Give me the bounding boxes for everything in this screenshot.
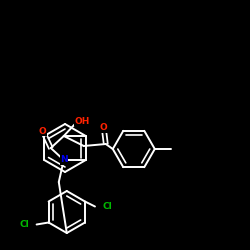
Text: OH: OH [74,116,90,126]
Text: O: O [39,126,47,136]
Text: Cl: Cl [20,220,30,229]
Text: O: O [100,124,108,132]
Text: N: N [60,156,68,164]
Text: Cl: Cl [102,202,112,211]
